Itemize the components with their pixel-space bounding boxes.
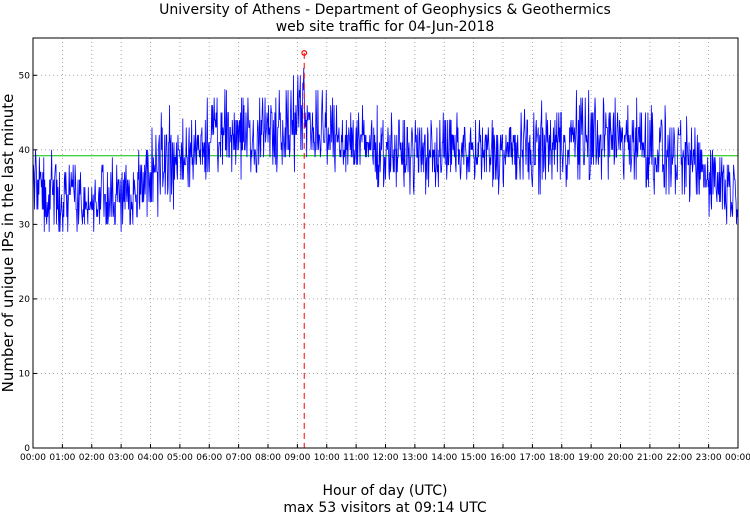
chart-subtitle: web site traffic for 04-Jun-2018 <box>276 19 495 35</box>
x-tick-label: 11:00 <box>343 453 369 463</box>
x-tick-label: 09:00 <box>284 453 310 463</box>
x-tick-label: 00:00 <box>725 453 750 463</box>
x-tick-label: 01:00 <box>49 453 75 463</box>
x-tick-label: 14:00 <box>431 453 457 463</box>
x-tick-label: 06:00 <box>196 453 222 463</box>
x-axis-label: Hour of day (UTC) <box>323 483 448 499</box>
x-tick-label: 04:00 <box>138 453 164 463</box>
x-tick-label: 12:00 <box>373 453 399 463</box>
x-tick-label: 00:00 <box>20 453 46 463</box>
x-tick-label: 02:00 <box>79 453 105 463</box>
x-tick-label: 23:00 <box>696 453 722 463</box>
y-tick-label: 20 <box>19 295 31 305</box>
series-group <box>32 67 738 232</box>
max-visitors-note: max 53 visitors at 09:14 UTC <box>283 500 486 515</box>
x-tick-label: 10:00 <box>314 453 340 463</box>
x-tick-label: 15:00 <box>461 453 487 463</box>
x-tick-label: 03:00 <box>108 453 134 463</box>
max-marker-group <box>301 50 308 448</box>
y-tick-label: 50 <box>19 71 31 81</box>
x-tick-label: 05:00 <box>167 453 193 463</box>
y-axis-ticks: 0 10 20 30 40 50 <box>19 71 37 454</box>
y-tick-label: 30 <box>19 220 31 230</box>
grid-lines <box>33 38 738 448</box>
x-tick-label: 18:00 <box>549 453 575 463</box>
y-tick-label: 0 <box>24 444 30 454</box>
x-tick-label: 07:00 <box>226 453 252 463</box>
x-tick-label: 17:00 <box>519 453 545 463</box>
chart-title: University of Athens - Department of Geo… <box>159 2 611 18</box>
x-axis-ticks: 00:00 01:00 02:00 03:00 04:00 05:00 06:00 07:00… <box>20 444 750 463</box>
x-tick-label: 22:00 <box>666 453 692 463</box>
y-axis-label: Number of unique IPs in the last minute <box>0 94 17 393</box>
series-line <box>32 67 738 232</box>
x-tick-label: 13:00 <box>402 453 428 463</box>
max-point-marker <box>301 50 308 56</box>
y-tick-label: 40 <box>19 146 31 156</box>
x-tick-label: 08:00 <box>255 453 281 463</box>
x-tick-label: 20:00 <box>608 453 634 463</box>
x-tick-label: 19:00 <box>578 453 604 463</box>
x-tick-label: 16:00 <box>490 453 516 463</box>
x-tick-label: 21:00 <box>637 453 663 463</box>
y-tick-label: 10 <box>19 369 31 379</box>
